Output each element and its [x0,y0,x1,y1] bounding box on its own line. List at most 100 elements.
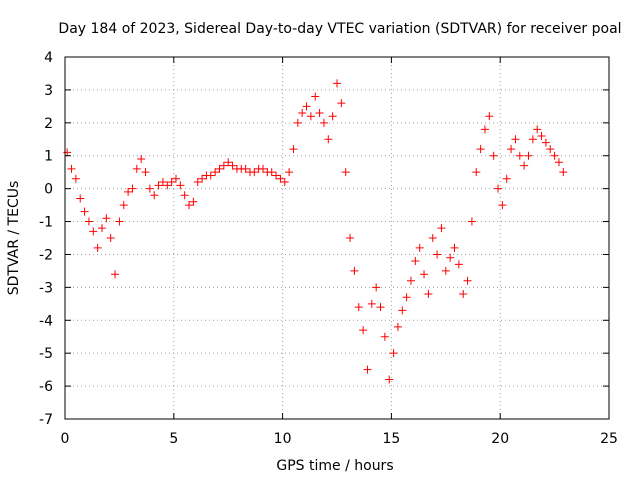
data-point-marker [490,152,498,160]
data-point-marker [503,175,511,183]
data-point-marker [115,218,123,226]
x-tick-label: 0 [61,431,70,447]
data-point-marker [429,234,437,242]
data-point-marker [320,119,328,127]
y-tick-label: 1 [44,149,53,165]
data-point-marker [542,139,550,147]
data-point-marker [133,165,141,173]
y-tick-label: -4 [39,313,53,329]
grid-lines [65,57,609,419]
data-point-marker [316,109,324,117]
y-tick-label: -3 [39,280,53,296]
y-tick-label: -7 [39,412,53,428]
data-point-marker [363,366,371,374]
data-point-marker [494,185,502,193]
data-point-marker [142,168,150,176]
data-point-marker [507,145,515,153]
x-tick-label: 5 [169,431,178,447]
y-tick-label: -2 [39,247,53,263]
data-point-marker [520,162,528,170]
data-point-marker [107,234,115,242]
data-point-marker [398,306,406,314]
data-point-marker [464,277,472,285]
data-point-marker [511,135,519,143]
data-point-marker [181,191,189,199]
data-point-marker [324,135,332,143]
data-point-marker [85,218,93,226]
data-point-marker [416,244,424,252]
data-point-marker [394,323,402,331]
data-point-marker [120,201,128,209]
x-axis-label: GPS time / hours [276,458,393,474]
plot-points [63,79,567,383]
data-point-marker [137,155,145,163]
data-point-marker [333,79,341,87]
data-point-marker [385,376,393,384]
data-point-marker [442,267,450,275]
data-point-marker [485,112,493,120]
sdtvar-chart: Day 184 of 2023, Sidereal Day-to-day VTE… [0,0,640,480]
data-point-marker [551,152,559,160]
data-point-marker [285,168,293,176]
y-tick-label: 4 [44,50,53,66]
data-point-marker [424,290,432,298]
data-point-marker [559,168,567,176]
data-point-marker [111,270,119,278]
data-point-marker [368,300,376,308]
data-point-marker [529,135,537,143]
y-tick-label: -5 [39,346,53,362]
x-tick-label: 10 [274,431,292,447]
data-point-marker [407,277,415,285]
data-point-marker [68,165,76,173]
y-axis-ticks: -7-6-5-4-3-2-101234 [39,50,609,428]
data-point-marker [390,349,398,357]
data-point-marker [546,145,554,153]
data-point-marker [538,132,546,140]
data-point-marker [94,244,102,252]
data-point-marker [311,92,319,100]
data-point-marker [355,303,363,311]
data-point-marker [481,125,489,133]
data-point-marker [533,125,541,133]
data-point-marker [289,145,297,153]
data-point-marker [437,224,445,232]
data-point-marker [76,195,84,203]
data-point-marker [372,283,380,291]
data-point-marker [72,175,80,183]
plot-frame [65,57,609,419]
y-tick-label: 3 [44,83,53,99]
x-tick-label: 15 [382,431,400,447]
data-point-marker [455,260,463,268]
data-point-marker [555,158,563,166]
data-point-marker [377,303,385,311]
data-point-marker [89,227,97,235]
data-point-marker [146,185,154,193]
chart-title: Day 184 of 2023, Sidereal Day-to-day VTE… [58,21,621,37]
data-point-marker [329,112,337,120]
data-point-marker [307,112,315,120]
data-point-marker [477,145,485,153]
data-point-marker [350,267,358,275]
y-tick-label: -1 [39,215,53,231]
data-point-marker [81,208,89,216]
y-axis-label: SDTVAR / TECUs [6,181,22,296]
data-point-marker [446,254,454,262]
data-point-marker [359,326,367,334]
y-tick-label: 0 [44,182,53,198]
data-point-marker [342,168,350,176]
data-point-marker [433,250,441,258]
y-tick-label: 2 [44,116,53,132]
data-point-marker [150,191,158,199]
x-tick-label: 25 [600,431,618,447]
data-point-marker [420,270,428,278]
data-point-marker [403,293,411,301]
data-point-marker [381,333,389,341]
data-point-marker [459,290,467,298]
data-point-marker [303,102,311,110]
data-point-marker [516,152,524,160]
data-point-marker [337,99,345,107]
data-point-marker [524,152,532,160]
data-point-marker [472,168,480,176]
data-point-marker [294,119,302,127]
data-point-marker [411,257,419,265]
